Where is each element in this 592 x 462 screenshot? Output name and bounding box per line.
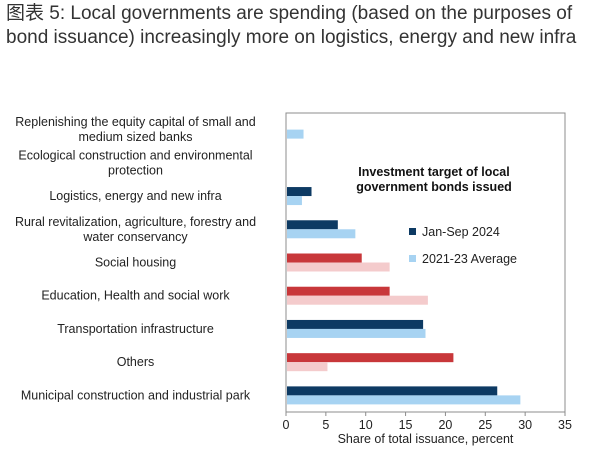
bar-jan-sep-2024-7	[287, 353, 454, 363]
x-tick-label: 20	[438, 418, 452, 432]
bar-jan-sep-2024-8	[287, 386, 498, 396]
category-label: Replenishing the equity capital of small…	[15, 115, 255, 129]
x-tick-label: 25	[478, 418, 492, 432]
x-tick-label: 15	[399, 418, 413, 432]
category-label: Ecological construction and environmenta…	[18, 148, 252, 162]
category-label: protection	[108, 163, 163, 177]
page-title: 图表 5: Local governments are spending (ba…	[6, 3, 577, 48]
legend-label-2021-23-average: 2021-23 Average	[422, 252, 517, 266]
category-label: Transportation infrastructure	[57, 322, 214, 336]
category-label: water conservancy	[82, 230, 188, 244]
bar-2021-23-average-4	[287, 262, 390, 272]
bar-jan-sep-2024-2	[287, 187, 312, 197]
bar-2021-23-average-6	[287, 328, 426, 338]
legend: Investment target of local government bo…	[356, 165, 517, 266]
legend-swatch-2021-23-average	[409, 255, 416, 262]
category-label: Rural revitalization, agriculture, fores…	[15, 215, 256, 229]
x-tick-label: 5	[322, 418, 329, 432]
category-label: Municipal construction and industrial pa…	[21, 388, 251, 402]
category-label: Logistics, energy and new infra	[49, 189, 221, 203]
category-label: medium sized banks	[79, 130, 193, 144]
bar-2021-23-average-3	[287, 229, 356, 239]
bar-2021-23-average-2	[287, 196, 302, 206]
legend-title-line-1: Investment target of local	[358, 165, 509, 179]
legend-swatch-jan-sep-2024	[409, 228, 416, 235]
bar-2021-23-average-0	[287, 129, 304, 139]
category-label: Education, Health and social work	[41, 289, 230, 303]
x-tick-label: 30	[518, 418, 532, 432]
bar-jan-sep-2024-3	[287, 220, 338, 230]
x-tick-label: 10	[359, 418, 373, 432]
category-label: Others	[117, 355, 155, 369]
legend-title-line-2: government bonds issued	[356, 180, 512, 194]
x-axis-label: Share of total issuance, percent	[338, 432, 514, 446]
bar-2021-23-average-7	[287, 362, 328, 372]
category-label: Social housing	[95, 256, 176, 270]
legend-label-jan-sep-2024: Jan-Sep 2024	[422, 225, 500, 239]
bar-jan-sep-2024-4	[287, 253, 362, 263]
bar-2021-23-average-5	[287, 295, 428, 305]
bar-jan-sep-2024-6	[287, 319, 424, 329]
plot-area-frame	[285, 112, 566, 413]
bar-2021-23-average-8	[287, 395, 521, 405]
bar-jan-sep-2024-5	[287, 286, 390, 296]
x-tick-label: 35	[558, 418, 572, 432]
x-tick-label: 0	[283, 418, 290, 432]
